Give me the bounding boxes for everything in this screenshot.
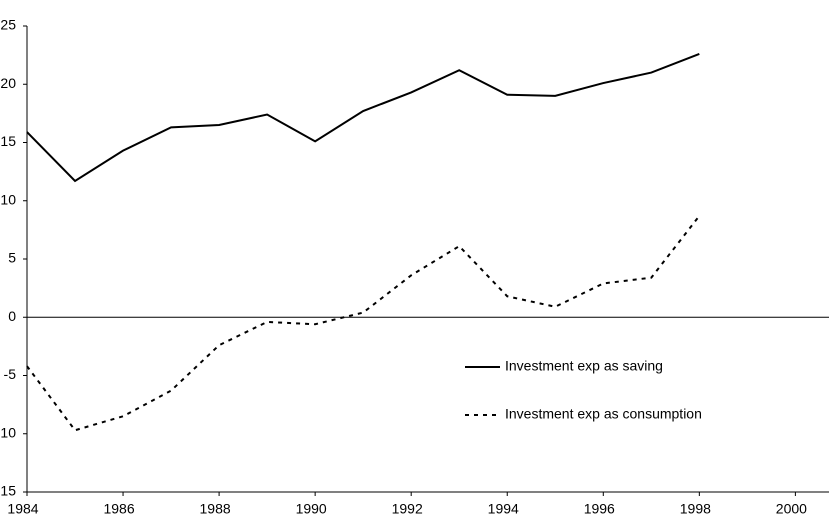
y-tick-label: -5 — [4, 366, 17, 382]
y-tick-label: -10 — [0, 424, 16, 440]
y-tick-label: -15 — [0, 483, 16, 499]
y-tick-label: 10 — [0, 191, 16, 207]
y-tick-label: 5 — [8, 250, 16, 266]
legend-label: Investment exp as consumption — [505, 406, 702, 422]
y-tick-label: 20 — [0, 75, 16, 91]
x-tick-label: 1984 — [7, 501, 38, 517]
legend-label: Investment exp as saving — [505, 358, 663, 374]
x-tick-label: 2000 — [776, 501, 807, 517]
x-tick-label: 1996 — [584, 501, 615, 517]
x-tick-label: 1990 — [296, 501, 327, 517]
y-tick-label: 0 — [8, 308, 16, 324]
series-line — [26, 215, 701, 432]
x-tick-label: 1992 — [392, 501, 423, 517]
series-line — [26, 53, 700, 183]
x-tick-label: 1998 — [680, 501, 711, 517]
x-tick-label: 1994 — [488, 501, 519, 517]
y-tick-label: 25 — [0, 17, 16, 33]
x-tick-label: 1988 — [200, 501, 231, 517]
y-tick-label: 15 — [0, 133, 16, 149]
x-tick-label: 1986 — [103, 501, 134, 517]
